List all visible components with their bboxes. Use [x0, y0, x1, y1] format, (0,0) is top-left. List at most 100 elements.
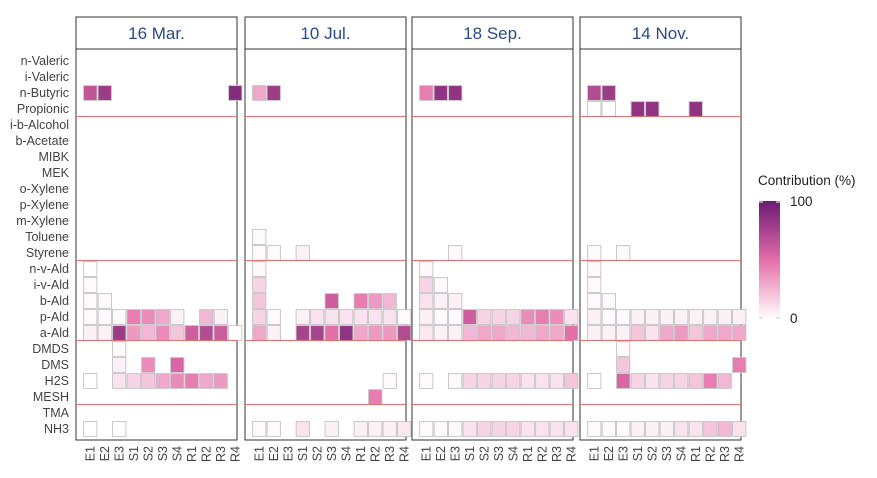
heatmap-cell-nh3-r4: [397, 421, 412, 437]
facet-title: 10 Jul.: [300, 24, 350, 43]
heatmap-cell-n-v-ald-e1: [252, 261, 267, 277]
heatmap-cell-p-ald-e1: [419, 309, 434, 325]
y-tick-label-toluene: Toluene: [25, 230, 69, 244]
x-tick-label-r4: R4: [228, 446, 242, 462]
heatmap-cell-a-ald-s3: [155, 325, 170, 341]
heatmap-cell-a-ald-s1: [295, 325, 310, 341]
heatmap-cell-dms-e3: [616, 357, 631, 373]
legend: Contribution (%) 100 0: [758, 173, 856, 326]
heatmap-cell-b-ald-e1: [252, 293, 267, 309]
heatmap-cell-p-ald-r4: [564, 309, 579, 325]
heatmap-cell-a-ald-r4: [732, 325, 747, 341]
heatmap-cell-a-ald-s2: [141, 325, 156, 341]
y-tick-label-n-butyric: n-Butyric: [20, 86, 69, 100]
heatmap-cell-a-ald-r2: [199, 325, 214, 341]
heatmap-cell-b-ald-r1: [353, 293, 368, 309]
heatmap-cell-styrene-e1: [587, 245, 602, 261]
heatmap-cell-p-ald-s4: [339, 309, 354, 325]
heatmap-cell-p-ald-s1: [126, 309, 141, 325]
heatmap-cell-nh3-s1: [462, 421, 477, 437]
y-tick-label-styrene: Styrene: [26, 246, 69, 260]
heatmap-cell-a-ald-r1: [688, 325, 703, 341]
y-tick-label-p-xylene: p-Xylene: [20, 198, 69, 212]
heatmap-cell-a-ald-s2: [477, 325, 492, 341]
heatmap-cell-nh3-r3: [549, 421, 564, 437]
heatmap-cell-h2s-r2: [703, 373, 718, 389]
heatmap-cell-i-v-ald-e2: [433, 277, 448, 293]
x-tick-label-r1: R1: [689, 446, 703, 462]
x-tick-label-r3: R3: [214, 446, 228, 462]
legend-colorbar: [759, 201, 780, 319]
heatmap-cell-nh3-e3: [616, 421, 631, 437]
heatmap-cell-n-butyric-e2: [97, 85, 112, 101]
heatmap-cell-b-ald-e2: [601, 293, 616, 309]
x-tick-label-e3: E3: [112, 446, 126, 461]
heatmap-cell-nh3-r1: [688, 421, 703, 437]
heatmap-cell-p-ald-s3: [155, 309, 170, 325]
heatmap-cell-p-ald-e1: [587, 309, 602, 325]
heatmap-cell-a-ald-r3: [549, 325, 564, 341]
x-tick-label-r3: R3: [383, 446, 397, 462]
heatmap-cell-a-ald-s2: [645, 325, 660, 341]
heatmap-cell-propionic-e1: [587, 101, 602, 117]
heatmap-cell-a-ald-s3: [324, 325, 339, 341]
heatmap-cell-nh3-e1: [252, 421, 267, 437]
heatmap-cell-nh3-s4: [674, 421, 689, 437]
heatmap-cell-b-ald-e1: [587, 293, 602, 309]
x-tick-label-e1: E1: [419, 446, 433, 461]
facet-18-sep: 18 Sep. E1 E2 E3 S1 S2 S3 S4 R1 R2 R3 R4: [411, 16, 579, 462]
heatmap-cell-styrene-e3: [616, 245, 631, 261]
y-tick-label-mek: MEK: [42, 166, 70, 180]
heatmap-cell-p-ald-e2: [601, 309, 616, 325]
y-tick-label-m-xylene: m-Xylene: [16, 214, 69, 228]
heatmap-cell-a-ald-r4: [228, 325, 243, 341]
heatmap-cell-a-ald-r2: [703, 325, 718, 341]
y-tick-label-a-ald: a-Ald: [40, 326, 69, 340]
heatmap-cell-p-ald-e2: [97, 309, 112, 325]
heatmap-cell-b-ald-r3: [382, 293, 397, 309]
heatmap-cell-nh3-s1: [630, 421, 645, 437]
heatmap-cell-p-ald-s1: [295, 309, 310, 325]
heatmap-cell-nh3-r4: [564, 421, 579, 437]
y-tick-label-n-v-ald: n-v-Ald: [29, 262, 69, 276]
facet-frame: [244, 16, 407, 441]
heatmap-cell-b-ald-e1: [419, 293, 434, 309]
heatmap-cell-a-ald-r1: [353, 325, 368, 341]
heatmap-cell-a-ald-s1: [462, 325, 477, 341]
heatmap-cell-n-butyric-e1: [587, 85, 602, 101]
heatmap-cell-toluene-e1: [252, 229, 267, 245]
heatmap-cell-p-ald-e3: [616, 309, 631, 325]
heatmap-cell-a-ald-e1: [587, 325, 602, 341]
heatmap-cell-nh3-e2: [266, 421, 281, 437]
heatmap-cell-h2s-s3: [491, 373, 506, 389]
heatmap-cell-p-ald-s2: [645, 309, 660, 325]
heatmap-cell-propionic-s1: [630, 101, 645, 117]
heatmap-cell-p-ald-r2: [199, 309, 214, 325]
heatmap-cell-dms-s4: [170, 357, 185, 373]
heatmap-cell-a-ald-s3: [491, 325, 506, 341]
heatmap-cell-a-ald-e2: [433, 325, 448, 341]
heatmap-cell-p-ald-r1: [353, 309, 368, 325]
heatmap-cell-h2s-r2: [535, 373, 550, 389]
heatmap-cell-a-ald-r4: [564, 325, 579, 341]
x-tick-label-s4: S4: [506, 446, 520, 461]
heatmap-cell-nh3-s3: [659, 421, 674, 437]
heatmap-cell-n-v-ald-e1: [587, 261, 602, 277]
y-tick-label-mesh: MESH: [33, 390, 69, 404]
heatmap-cell-dms-r4: [732, 357, 747, 373]
facet-16-mar: 16 Mar. E1 E2 E3 S1 S2 S3 S4 R1 R2 R3 R4: [75, 16, 243, 462]
heatmap-cell-nh3-r3: [717, 421, 732, 437]
y-tick-label-p-ald: p-Ald: [40, 310, 69, 324]
heatmap-cell-h2s-r3: [717, 373, 732, 389]
x-tick-label-s4: S4: [339, 446, 353, 461]
heatmap-cell-b-ald-e1: [83, 293, 98, 309]
x-tick-label-r3: R3: [718, 446, 732, 462]
heatmap-cell-dms-s2: [141, 357, 156, 373]
heatmap-cell-i-v-ald-e1: [83, 277, 98, 293]
y-tick-label-dms: DMS: [41, 358, 69, 372]
heatmap-cell-p-ald-r1: [520, 309, 535, 325]
heatmap-cell-a-ald-r3: [382, 325, 397, 341]
heatmap-cell-h2s-s1: [126, 373, 141, 389]
facet-title: 14 Nov.: [632, 24, 689, 43]
